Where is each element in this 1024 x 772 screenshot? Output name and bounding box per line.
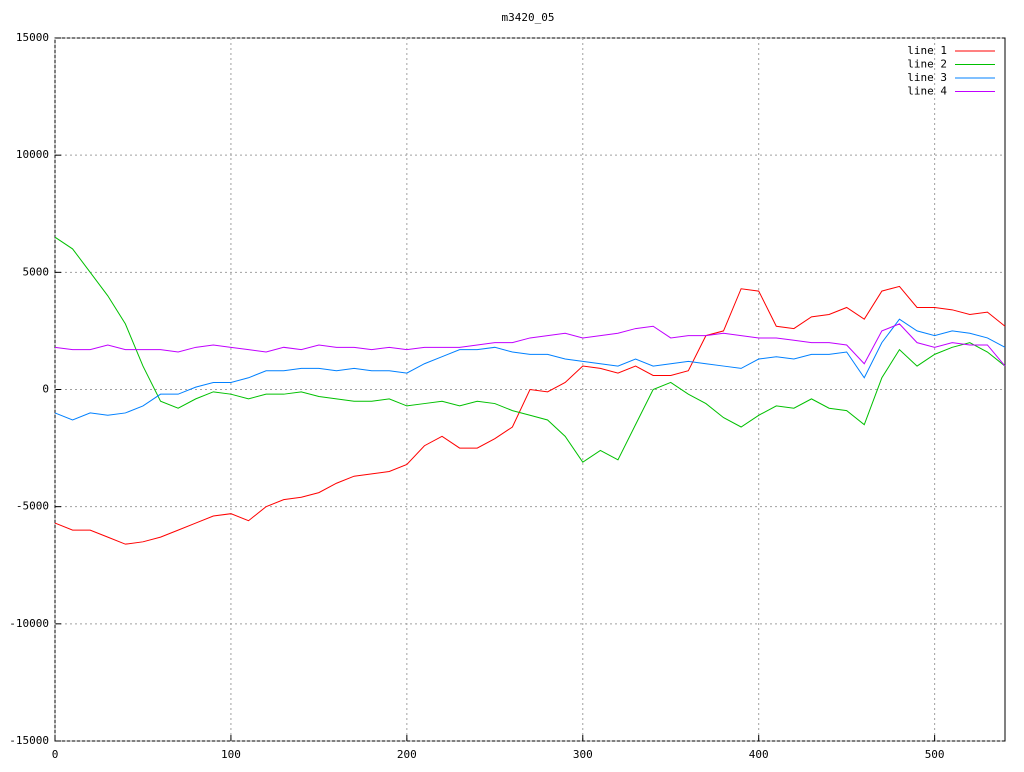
data-line [54,318,1006,421]
x-tick-label: 0 [52,748,59,761]
legend-label: line 1 [907,44,947,57]
data-line [54,285,1006,545]
legend-label: line 3 [907,71,947,84]
y-tick-label: -15000 [9,734,49,747]
y-tick-label: 5000 [23,265,50,278]
data-line [54,236,1006,463]
legend-label: line 4 [907,85,947,98]
chart-title: m3420_05 [502,11,555,24]
y-tick-label: 15000 [16,31,49,44]
x-tick-label: 200 [397,748,417,761]
x-tick-label: 100 [221,748,241,761]
x-tick-label: 500 [925,748,945,761]
legend-label: line 2 [907,58,947,71]
x-tick-label: 400 [749,748,769,761]
y-tick-label: -10000 [9,617,49,630]
y-tick-label: 10000 [16,148,49,161]
y-tick-label: -5000 [16,500,49,513]
x-tick-label: 300 [573,748,593,761]
data-line [54,323,1006,367]
y-tick-label: 0 [42,383,49,396]
